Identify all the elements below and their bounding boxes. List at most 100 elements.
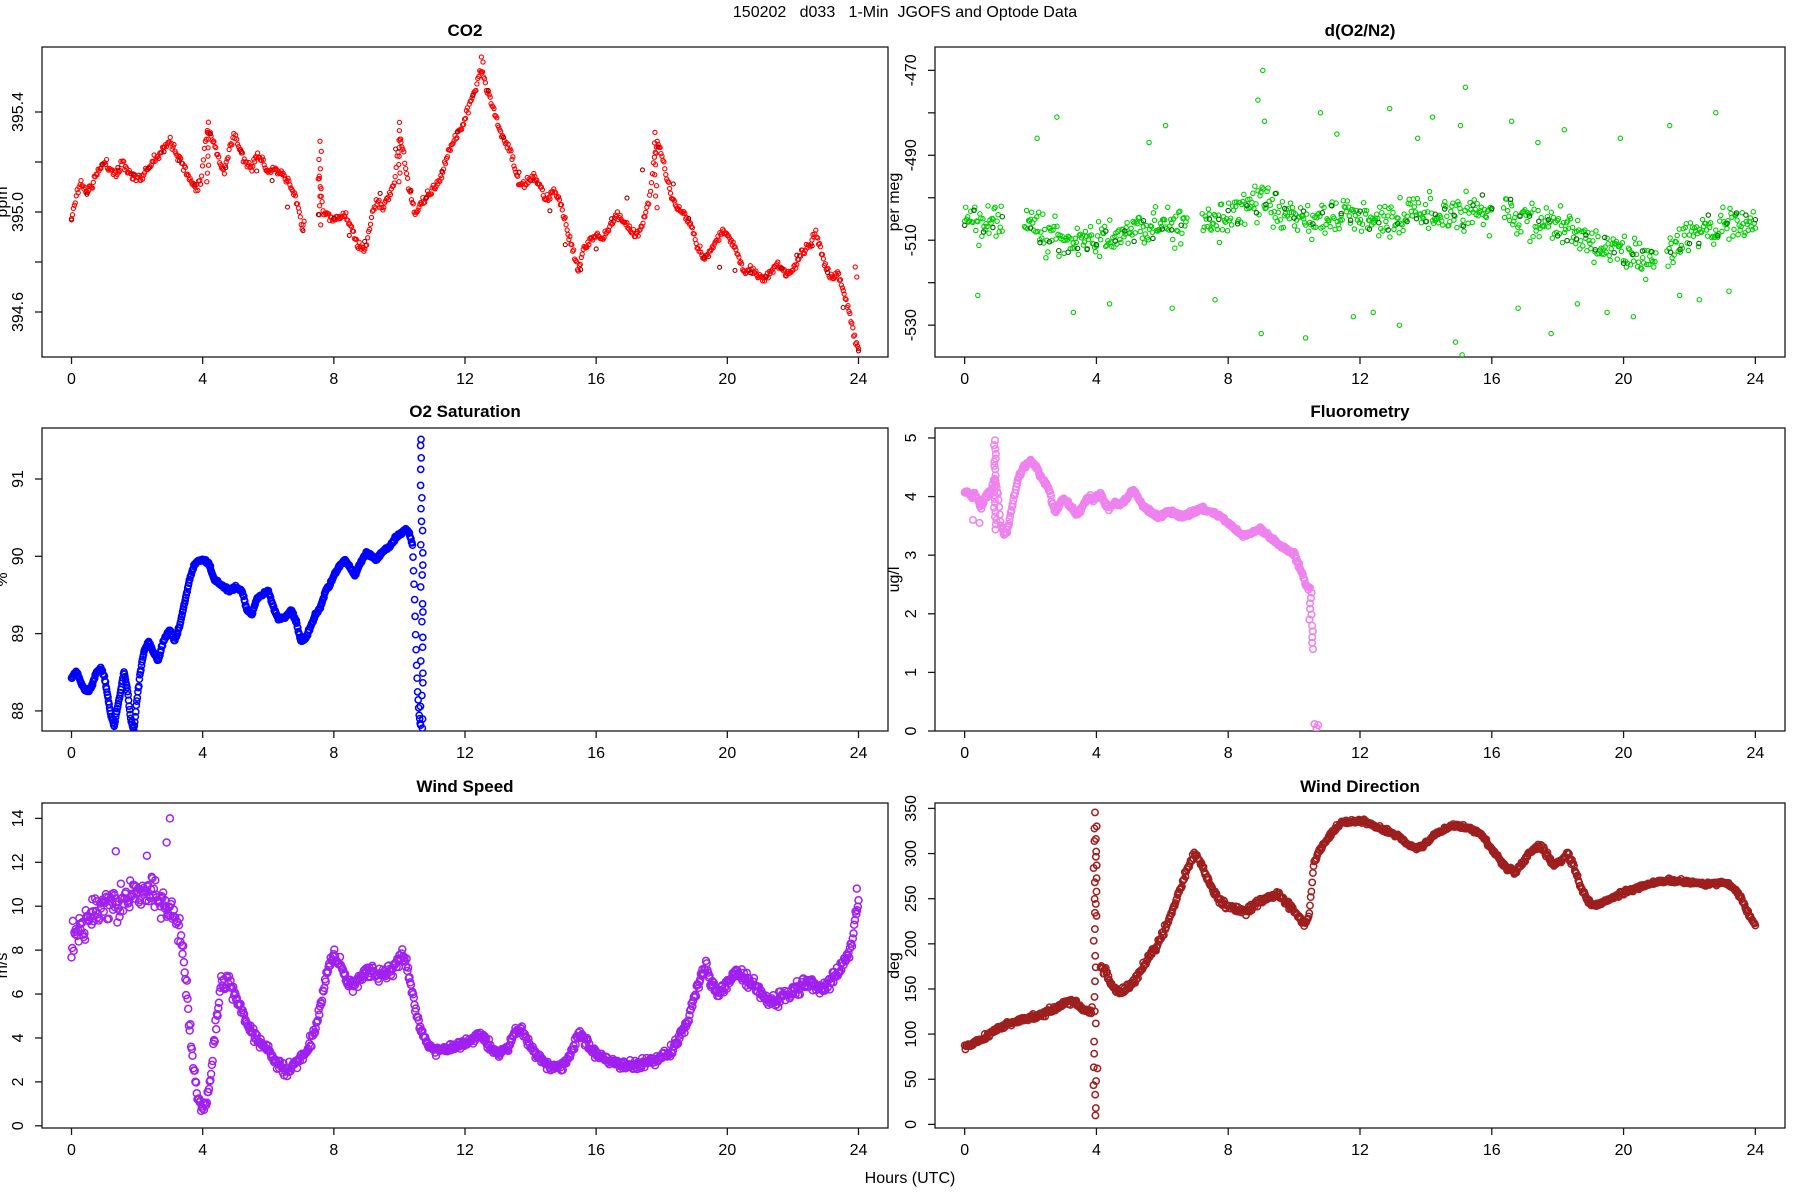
do2n2-ytick-label: -470: [903, 54, 920, 86]
fluoro-ytick-label: 3: [903, 551, 920, 560]
fluoro-xtick-label: 20: [1615, 745, 1633, 762]
winddir-ytick-label: 50: [903, 1070, 920, 1088]
winddir-ytick-label: 100: [903, 1021, 920, 1048]
co2-xtick-label: 12: [456, 371, 474, 388]
do2n2-xtick-label: 12: [1351, 371, 1369, 388]
o2sat-ytick-label: 89: [10, 625, 27, 643]
fluoro-ytick-label: 5: [903, 433, 920, 442]
o2sat-points: [67, 435, 427, 731]
co2-xtick-label: 16: [587, 371, 605, 388]
fluoro-y-axis-label: ug/l: [886, 567, 903, 593]
do2n2-ytick-label: -530: [903, 309, 920, 341]
do2n2-xtick-label: 20: [1615, 371, 1633, 388]
panel-winddir: Wind Direction 0 4 8 12 16 20 24 0 50 100 150 200 250…: [886, 777, 1786, 1159]
fluoro-points: [960, 436, 1323, 731]
fluoro-plot-box: [934, 427, 1786, 732]
o2sat-xtick-label: 24: [850, 745, 868, 762]
o2sat-xtick-label: 8: [329, 745, 338, 762]
windspeed-title: Wind Speed: [416, 777, 513, 796]
winddir-points: [960, 808, 1760, 1120]
fluoro-xtick-label: 0: [960, 745, 969, 762]
o2sat-ytick-label: 91: [10, 470, 27, 488]
co2-xtick-label: 20: [718, 371, 736, 388]
winddir-ytick-label: 200: [903, 930, 920, 957]
co2-xtick-label: 0: [67, 371, 76, 388]
do2n2-plot-box: [934, 46, 1786, 358]
winddir-xtick-label: 12: [1351, 1142, 1369, 1159]
winddir-xtick-label: 8: [1224, 1142, 1233, 1159]
fluoro-ytick-label: 0: [903, 726, 920, 735]
windspeed-plot-box: [41, 802, 889, 1129]
o2sat-xtick-label: 4: [198, 745, 207, 762]
panel-co2: CO2 0 4 8 12 16 20 24 394.6 395.0 395.4 ppm: [0, 21, 889, 388]
co2-ytick-label: 395.4: [10, 92, 27, 132]
fluoro-xtick-label: 4: [1092, 745, 1101, 762]
co2-xtick-label: 24: [850, 371, 868, 388]
winddir-xtick-label: 20: [1615, 1142, 1633, 1159]
fluoro-xtick-label: 8: [1224, 745, 1233, 762]
windspeed-ytick-label: 8: [10, 946, 27, 955]
winddir-ytick-label: 150: [903, 976, 920, 1003]
fluoro-ytick-label: 1: [903, 668, 920, 677]
windspeed-xtick-label: 8: [329, 1142, 338, 1159]
do2n2-points: [961, 67, 1759, 357]
winddir-ytick-label: 250: [903, 885, 920, 912]
windspeed-ytick-label: 2: [10, 1077, 27, 1086]
fluoro-ytick-label: 2: [903, 609, 920, 618]
co2-plot-box: [41, 46, 889, 358]
o2sat-ytick-label: 90: [10, 547, 27, 565]
do2n2-xtick-label: 0: [960, 371, 969, 388]
co2-title: CO2: [448, 21, 483, 40]
do2n2-xtick-label: 4: [1092, 371, 1101, 388]
windspeed-xtick-label: 24: [850, 1142, 868, 1159]
winddir-xtick-label: 24: [1746, 1142, 1764, 1159]
windspeed-ytick-label: 6: [10, 990, 27, 999]
windspeed-ytick-label: 4: [10, 1033, 27, 1042]
winddir-y-axis-label: deg: [886, 952, 903, 979]
co2-points: [68, 54, 862, 354]
winddir-plot-box: [934, 802, 1786, 1129]
o2sat-xtick-label: 12: [456, 745, 474, 762]
windspeed-xtick-label: 12: [456, 1142, 474, 1159]
panel-do2n2: d(O2/N2) 0 4 8 12 16 20 24 -530 -510 -490 -470 per m…: [886, 21, 1786, 388]
co2-ytick-label: 395.0: [10, 192, 27, 232]
o2sat-title: O2 Saturation: [409, 402, 520, 421]
windspeed-points: [67, 814, 863, 1116]
co2-y-axis-label: ppm: [0, 186, 11, 217]
do2n2-y-axis-label: per meg: [886, 173, 903, 232]
o2sat-ytick-label: 88: [10, 702, 27, 720]
do2n2-ytick-label: -490: [903, 139, 920, 171]
windspeed-xtick-label: 16: [587, 1142, 605, 1159]
windspeed-ytick-label: 10: [10, 897, 27, 915]
winddir-ytick-label: 350: [903, 795, 920, 822]
windspeed-xtick-label: 20: [718, 1142, 736, 1159]
winddir-xtick-label: 4: [1092, 1142, 1101, 1159]
windspeed-xtick-label: 0: [67, 1142, 76, 1159]
fluoro-xtick-label: 24: [1746, 745, 1764, 762]
fluoro-xtick-label: 16: [1483, 745, 1501, 762]
windspeed-ytick-label: 14: [10, 809, 27, 827]
o2sat-y-axis-label: %: [0, 572, 11, 586]
do2n2-xtick-label: 8: [1224, 371, 1233, 388]
o2sat-xtick-label: 16: [587, 745, 605, 762]
do2n2-title: d(O2/N2): [1325, 21, 1396, 40]
fluoro-title: Fluorometry: [1310, 402, 1410, 421]
windspeed-ytick-label: 0: [10, 1121, 27, 1130]
do2n2-xtick-label: 24: [1746, 371, 1764, 388]
co2-ytick-label: 394.6: [10, 292, 27, 332]
o2sat-xtick-label: 20: [718, 745, 736, 762]
x-axis-label: Hours (UTC): [864, 1170, 956, 1187]
fluoro-ytick-label: 4: [903, 492, 920, 501]
o2sat-xtick-label: 0: [67, 745, 76, 762]
windspeed-y-axis-label: m/s: [0, 953, 11, 979]
panel-o2sat: O2 Saturation 0 4 8 12 16 20 24 88 89 90 91%: [0, 402, 889, 762]
winddir-ytick-label: 300: [903, 840, 920, 867]
winddir-ytick-label: 0: [903, 1120, 920, 1129]
do2n2-ytick-label: -510: [903, 224, 920, 256]
co2-xtick-label: 8: [329, 371, 338, 388]
do2n2-xtick-label: 16: [1483, 371, 1501, 388]
